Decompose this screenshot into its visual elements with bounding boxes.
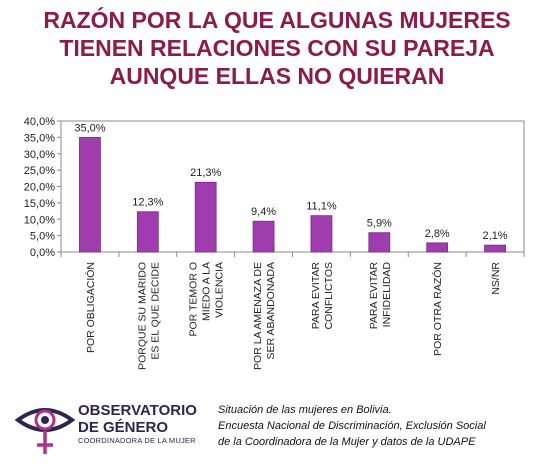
data-label: 35,0% (74, 122, 105, 134)
y-tick-label: 35,0% (24, 132, 55, 144)
bar (79, 136, 101, 253)
x-category-label: PORQUE SU MARIDO (136, 262, 148, 370)
bar (310, 215, 333, 253)
x-category-label: SER ABANDONADA (265, 262, 277, 359)
x-category-label: ES EL QUE DECIDE (149, 262, 161, 360)
plot-area-border (60, 120, 525, 253)
data-label: 5,9% (367, 218, 392, 230)
x-category-label: POR OTRA RAZÓN (431, 262, 444, 356)
logo-subtitle: COORDINADORA DE LA MUJER (78, 436, 196, 445)
x-category-label: MIEDO A LA (201, 262, 213, 321)
y-tick-label: 40,0% (24, 116, 55, 128)
x-category-label: NS/NR (490, 262, 502, 295)
logo-line-1: OBSERVATORIO (78, 402, 197, 419)
source-note: Situación de las mujeres en Bolivia. Enc… (218, 402, 548, 450)
y-tick-label: 25,0% (24, 165, 55, 177)
bar (368, 232, 391, 253)
x-category-label: POR TEMOR O (188, 262, 200, 336)
data-label: 9,4% (251, 206, 276, 218)
bar (252, 220, 275, 253)
x-category-label: VIOLENCIA (214, 262, 226, 318)
title-line-2: TIENEN RELACIONES CON SU PAREJA (59, 35, 495, 61)
data-label: 12,3% (132, 197, 163, 209)
data-label: 2,1% (483, 230, 508, 242)
y-tick-label: 15,0% (24, 198, 55, 210)
data-label: 21,3% (190, 167, 221, 179)
y-tick-label: 0,0% (30, 247, 55, 259)
y-tick-label: 5,0% (30, 231, 55, 243)
data-label: 11,1% (306, 201, 337, 213)
source-line-2: Encuesta Nacional de Discriminación, Exc… (218, 420, 486, 432)
data-label: 2,8% (425, 228, 450, 240)
x-category-label: POR LA AMENAZA DE (252, 262, 264, 370)
observatorio-logo: OBSERVATORIO DE GÉNERO COORDINADORA DE L… (14, 398, 214, 460)
x-category-label: POR OBLIGACIÓN (84, 262, 97, 353)
x-category-label: INFIDELIDAD (381, 262, 393, 328)
x-category-label: PARA EVITAR (310, 262, 322, 330)
x-category-label: PARA EVITAR (368, 262, 380, 330)
y-tick-label: 30,0% (24, 149, 55, 161)
title-line-1: RAZÓN POR LA QUE ALGUNAS MUJERES (43, 7, 511, 33)
x-category-label: CONFLICTOS (323, 262, 335, 329)
source-line-1: Situación de las mujeres en Bolivia. (218, 404, 392, 416)
logo-line-2: DE GÉNERO (78, 419, 169, 436)
y-tick-label: 10,0% (24, 214, 55, 226)
bar (426, 242, 449, 253)
title-line-3: AUNQUE ELLAS NO QUIERAN (109, 63, 445, 89)
source-line-3: de la Coordinadora de la Mujer y datos d… (218, 436, 476, 448)
chart-title: RAZÓN POR LA QUE ALGUNAS MUJERES TIENEN … (0, 6, 554, 90)
bar (194, 181, 217, 253)
bar (484, 244, 506, 253)
eye-venus-icon (14, 408, 76, 454)
y-tick-label: 20,0% (24, 182, 55, 194)
bar (136, 211, 159, 253)
